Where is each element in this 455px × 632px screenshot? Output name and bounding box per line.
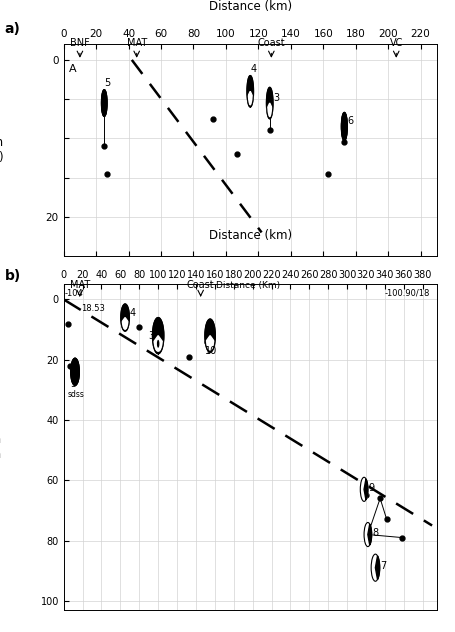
Polygon shape — [364, 479, 368, 500]
Polygon shape — [154, 336, 162, 351]
Text: 4: 4 — [130, 308, 136, 318]
Y-axis label: Depth
Km: Depth Km — [0, 433, 1, 461]
Text: A: A — [69, 64, 76, 74]
Polygon shape — [247, 76, 253, 107]
Text: Coast: Coast — [258, 38, 285, 48]
Polygon shape — [344, 112, 347, 141]
Text: 10: 10 — [205, 346, 217, 356]
Text: 9: 9 — [368, 483, 374, 493]
Polygon shape — [341, 112, 344, 141]
Text: Coast: Coast — [187, 281, 214, 291]
Polygon shape — [205, 319, 215, 352]
Y-axis label: Depth
(km): Depth (km) — [0, 136, 4, 164]
Text: 5: 5 — [70, 379, 76, 389]
Text: sdss: sdss — [68, 391, 85, 399]
Text: -100.90/18: -100.90/18 — [385, 289, 430, 298]
Circle shape — [341, 112, 347, 141]
Text: b): b) — [5, 269, 21, 283]
Polygon shape — [122, 317, 128, 329]
Polygon shape — [360, 477, 368, 501]
Text: 8: 8 — [372, 528, 378, 538]
Text: MAT: MAT — [70, 281, 90, 291]
Circle shape — [157, 340, 159, 348]
Text: a): a) — [5, 22, 20, 36]
Text: -104: -104 — [65, 289, 83, 298]
Text: 7: 7 — [380, 561, 386, 571]
Text: 6: 6 — [348, 116, 354, 126]
Polygon shape — [368, 524, 372, 545]
Polygon shape — [71, 372, 79, 386]
Polygon shape — [206, 336, 214, 350]
Text: 3: 3 — [273, 93, 279, 102]
Circle shape — [101, 90, 107, 116]
Text: 3: 3 — [149, 331, 155, 341]
Polygon shape — [364, 523, 372, 547]
Polygon shape — [375, 556, 379, 580]
Text: Distance (Km): Distance (Km) — [216, 281, 280, 291]
Polygon shape — [71, 358, 79, 372]
Polygon shape — [267, 103, 272, 116]
Polygon shape — [104, 90, 107, 116]
Text: 5: 5 — [105, 78, 111, 88]
Polygon shape — [248, 91, 253, 105]
Polygon shape — [121, 304, 129, 331]
Text: VC: VC — [389, 38, 403, 48]
Polygon shape — [267, 87, 273, 119]
X-axis label: Distance (km): Distance (km) — [209, 0, 292, 13]
Text: MAT: MAT — [126, 38, 147, 48]
Text: BNF: BNF — [70, 38, 90, 48]
Text: 4: 4 — [251, 64, 257, 74]
X-axis label: Distance (km): Distance (km) — [209, 229, 292, 242]
Circle shape — [71, 358, 79, 386]
Polygon shape — [152, 317, 164, 354]
Polygon shape — [371, 554, 379, 581]
Text: 18.53: 18.53 — [81, 304, 105, 313]
Polygon shape — [101, 90, 104, 116]
